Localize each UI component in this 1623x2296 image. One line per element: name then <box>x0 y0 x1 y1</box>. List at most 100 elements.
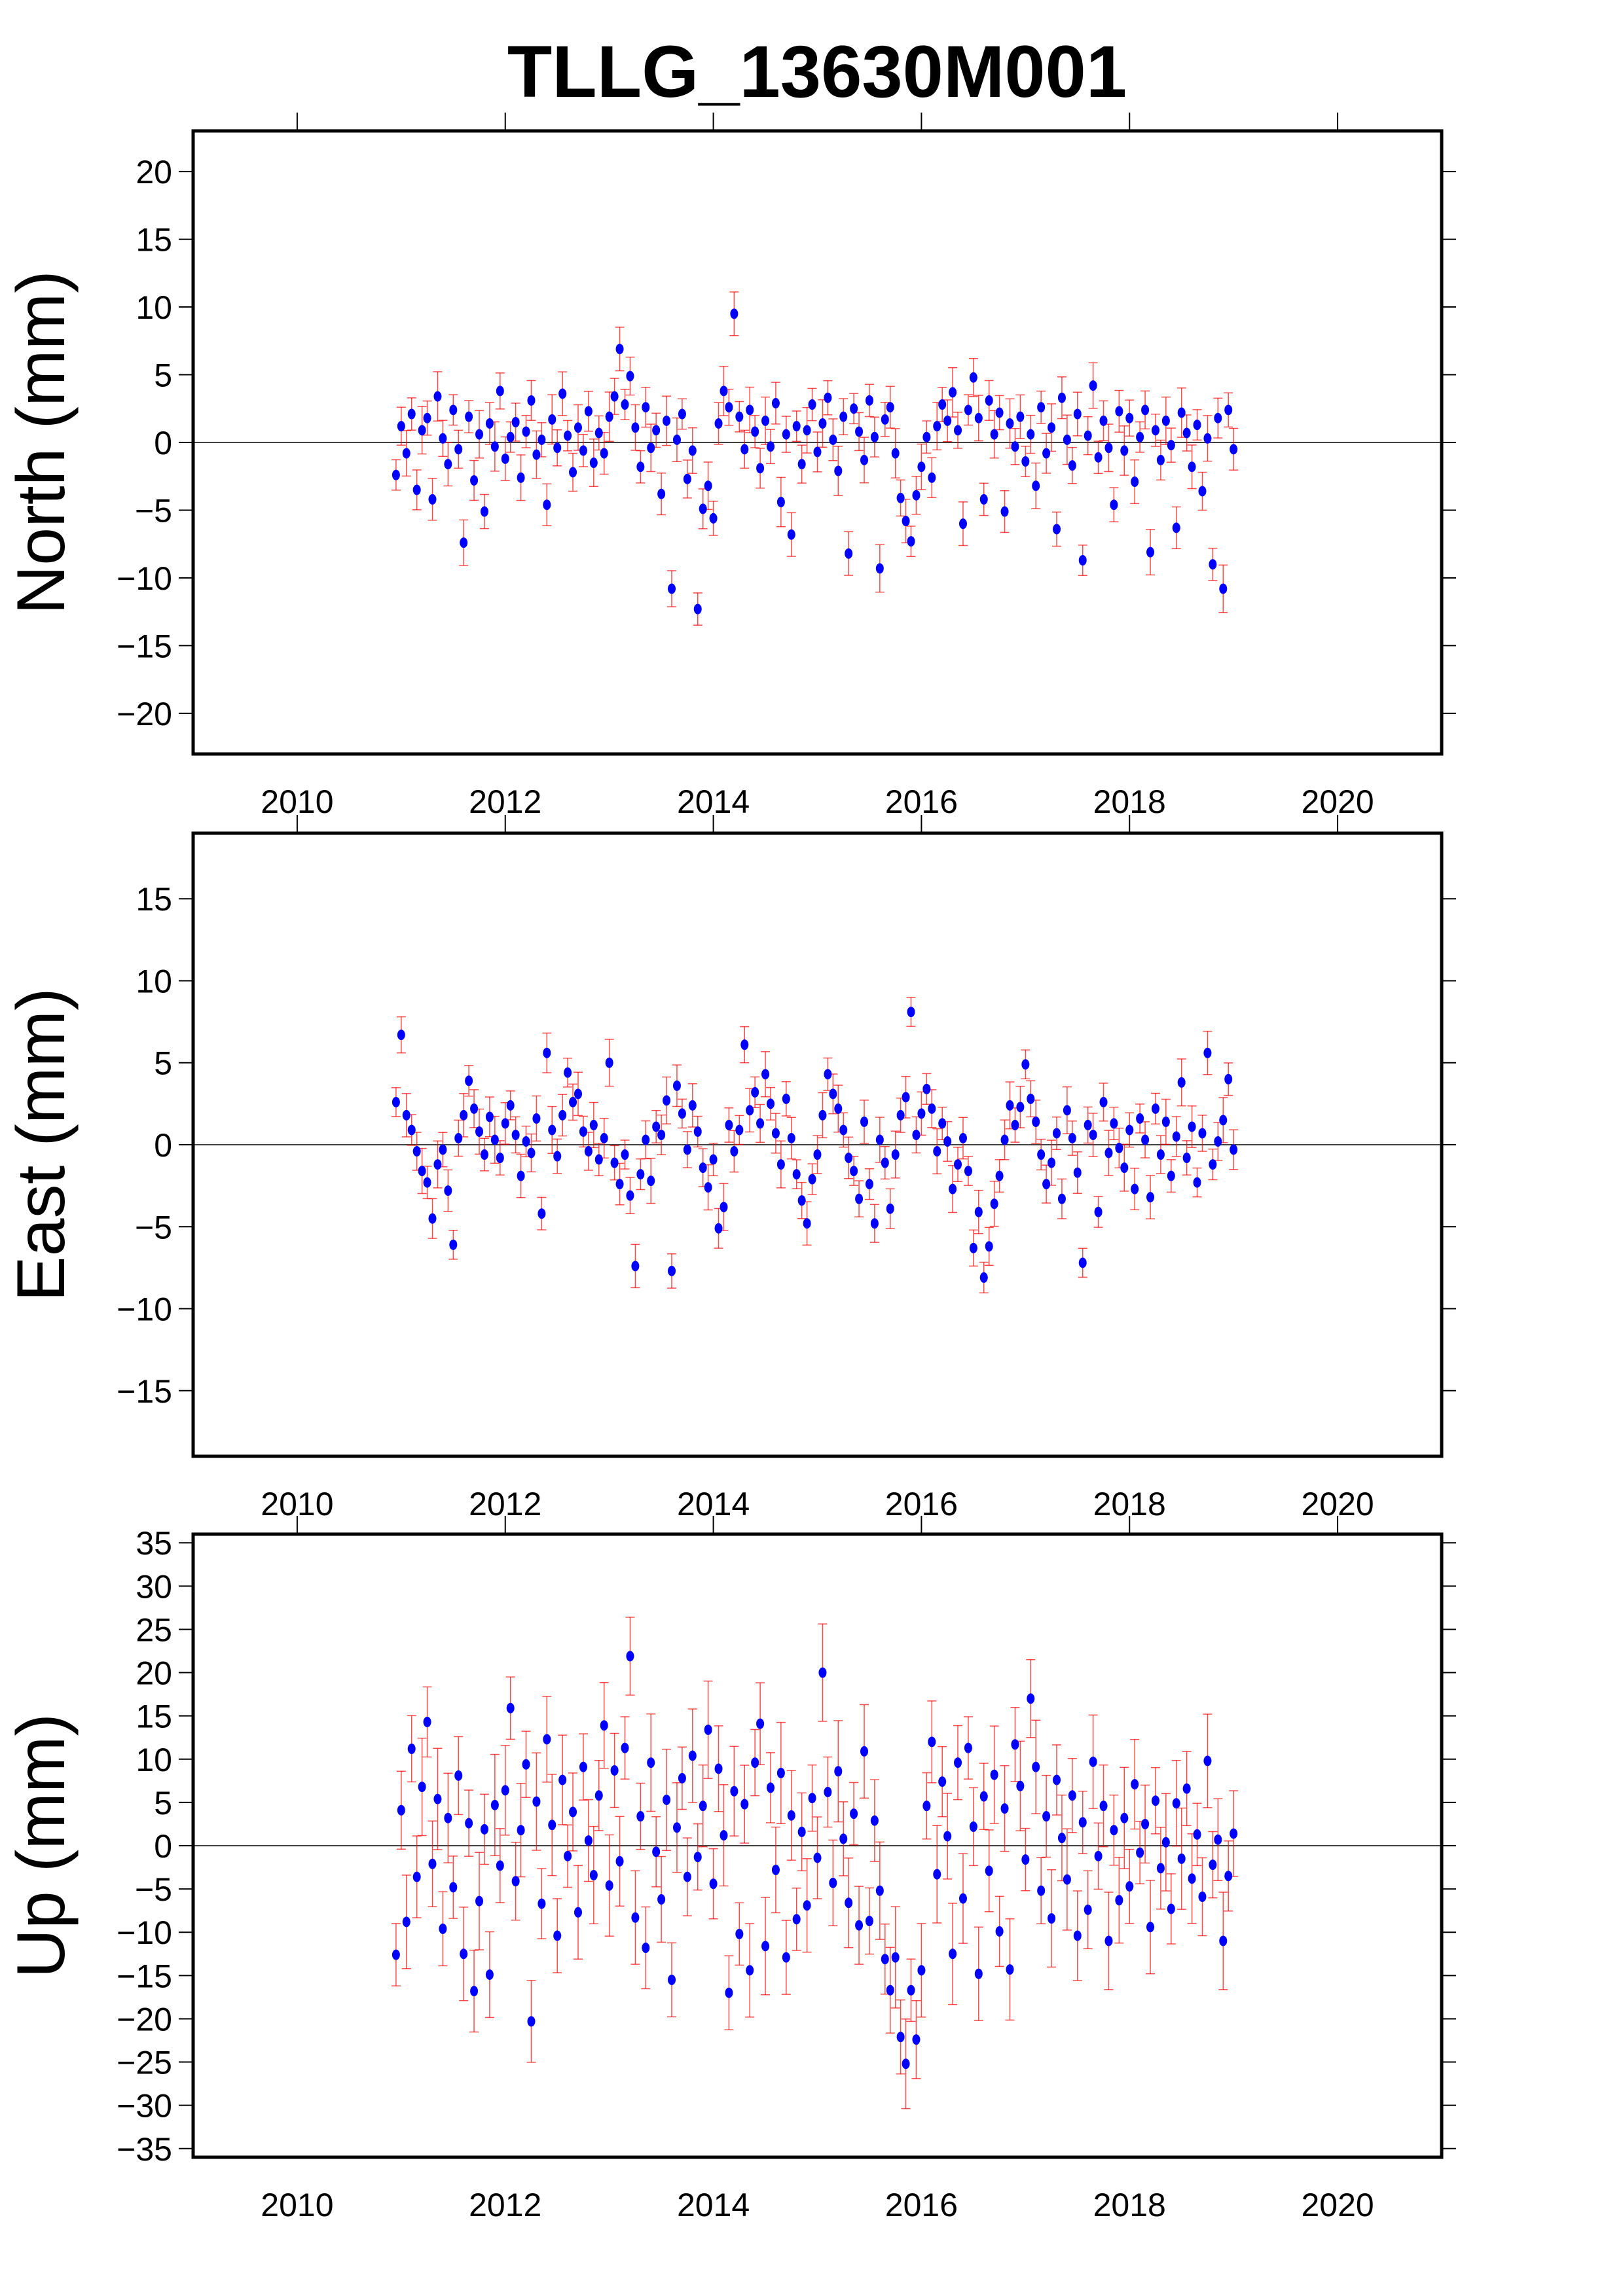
data-point <box>839 411 848 422</box>
data-point <box>1120 445 1129 456</box>
y-tick-label: −30 <box>117 2088 172 2125</box>
data-point <box>917 461 926 473</box>
data-point <box>553 1151 562 1162</box>
data-point <box>751 1757 759 1768</box>
data-point <box>865 1179 873 1190</box>
data-point <box>787 1132 795 1143</box>
data-point <box>881 1954 889 1965</box>
data-point <box>1027 1693 1035 1704</box>
data-point <box>412 1146 421 1157</box>
data-point <box>1099 1096 1108 1107</box>
data-point <box>397 421 405 432</box>
data-point <box>636 461 645 473</box>
data-point <box>454 1132 463 1143</box>
data-point <box>392 1096 400 1107</box>
data-point <box>1177 1853 1186 1864</box>
data-point <box>792 1169 801 1180</box>
data-point <box>771 1128 780 1139</box>
x-tick-label: 2018 <box>1093 2187 1166 2223</box>
data-point <box>792 421 801 432</box>
data-point <box>902 516 910 527</box>
data-point <box>985 395 993 406</box>
x-tick-label: 2014 <box>677 2187 750 2223</box>
data-point <box>725 1119 733 1130</box>
data-point <box>720 1202 728 1213</box>
data-point <box>808 399 816 410</box>
data-point <box>928 1103 936 1114</box>
y-tick-label: −10 <box>117 560 172 597</box>
data-point <box>605 1057 613 1068</box>
data-point <box>740 1039 749 1050</box>
y-tick-label: 0 <box>154 425 172 461</box>
data-point <box>594 427 603 439</box>
data-point <box>589 1119 598 1130</box>
data-point <box>1151 1103 1159 1114</box>
data-point <box>1151 425 1159 436</box>
data-point <box>720 1830 728 1841</box>
data-point <box>907 1007 915 1018</box>
y-tick-label: 5 <box>154 357 172 394</box>
data-point <box>522 426 530 437</box>
data-point <box>938 1776 947 1787</box>
data-point <box>480 506 488 517</box>
data-point <box>642 1943 650 1954</box>
data-point <box>1073 408 1082 420</box>
panel-north: −20 −15 −10 −5 0 5 10 15 20 2010 2012 2014 2016 2018 2… <box>3 113 1456 820</box>
data-point <box>855 426 864 437</box>
data-point <box>735 411 744 422</box>
data-point <box>678 1772 686 1784</box>
data-point <box>1146 1192 1155 1203</box>
data-points <box>392 1007 1238 1283</box>
data-point <box>1057 1833 1066 1844</box>
data-point <box>470 1986 479 1997</box>
data-point <box>855 1920 864 1931</box>
data-point <box>1027 1093 1035 1104</box>
data-point <box>954 1159 962 1170</box>
data-point <box>506 1702 515 1713</box>
data-point <box>1016 1780 1025 1791</box>
data-point <box>506 1100 515 1111</box>
data-point <box>995 407 1004 418</box>
data-point <box>958 518 967 529</box>
data-point <box>1131 1183 1139 1194</box>
data-point <box>792 1914 801 1925</box>
data-point <box>428 493 437 505</box>
data-point <box>907 536 915 547</box>
data-point <box>990 1769 998 1780</box>
data-point <box>839 1833 848 1844</box>
data-point <box>683 1871 691 1882</box>
data-point <box>881 1157 889 1168</box>
data-point <box>1230 444 1238 455</box>
data-point <box>1161 415 1170 426</box>
data-point <box>875 563 884 574</box>
data-point <box>865 395 873 406</box>
data-point <box>824 1069 832 1080</box>
data-point <box>845 1897 853 1909</box>
data-point <box>818 1109 827 1121</box>
data-point <box>428 1858 437 1869</box>
data-point <box>678 1108 686 1119</box>
data-point <box>1099 415 1108 426</box>
data-point <box>397 1030 405 1041</box>
data-point <box>922 1083 931 1094</box>
data-point <box>642 402 650 413</box>
data-point <box>564 1067 572 1078</box>
data-point <box>912 1129 921 1140</box>
data-point <box>1156 1149 1165 1160</box>
data-point <box>522 1759 530 1770</box>
data-point <box>886 402 894 413</box>
data-point <box>1094 452 1103 463</box>
plot-frame <box>191 129 1444 756</box>
data-point <box>480 1149 488 1160</box>
data-point <box>979 1791 988 1802</box>
data-point <box>621 399 629 410</box>
data-point <box>1006 418 1014 429</box>
data-point <box>1063 1874 1071 1885</box>
data-point <box>1136 1847 1144 1858</box>
data-point <box>1230 1828 1238 1839</box>
data-point <box>1172 522 1180 533</box>
x-tick-label: 2014 <box>677 783 750 820</box>
data-point <box>407 408 416 420</box>
data-point <box>605 1880 613 1891</box>
